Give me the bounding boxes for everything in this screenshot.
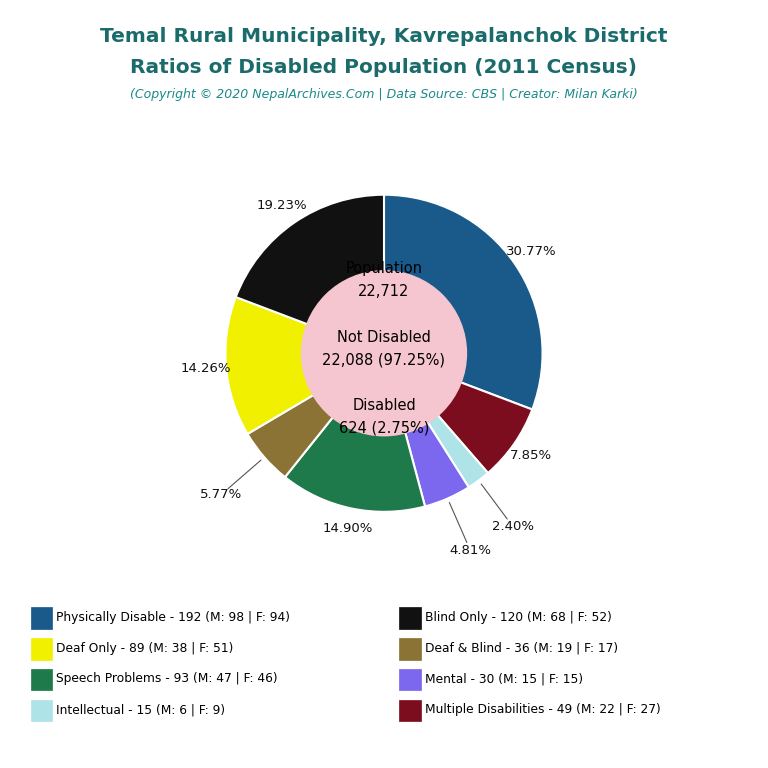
Text: Deaf Only - 89 (M: 38 | F: 51): Deaf Only - 89 (M: 38 | F: 51)	[56, 642, 233, 654]
Wedge shape	[384, 353, 488, 487]
Wedge shape	[384, 353, 468, 506]
Text: Speech Problems - 93 (M: 47 | F: 46): Speech Problems - 93 (M: 47 | F: 46)	[56, 673, 278, 685]
Wedge shape	[236, 195, 384, 353]
Wedge shape	[384, 353, 532, 473]
Text: 7.85%: 7.85%	[510, 449, 552, 462]
Text: 14.26%: 14.26%	[180, 362, 230, 375]
Text: 2.40%: 2.40%	[492, 520, 534, 533]
Text: 5.77%: 5.77%	[200, 488, 242, 502]
Text: 4.81%: 4.81%	[449, 545, 492, 558]
Text: Intellectual - 15 (M: 6 | F: 9): Intellectual - 15 (M: 6 | F: 9)	[56, 703, 225, 716]
Text: 14.90%: 14.90%	[322, 522, 372, 535]
Text: Ratios of Disabled Population (2011 Census): Ratios of Disabled Population (2011 Cens…	[131, 58, 637, 77]
Text: (Copyright © 2020 NepalArchives.Com | Data Source: CBS | Creator: Milan Karki): (Copyright © 2020 NepalArchives.Com | Da…	[130, 88, 638, 101]
Text: Blind Only - 120 (M: 68 | F: 52): Blind Only - 120 (M: 68 | F: 52)	[425, 611, 611, 624]
Text: Population
22,712

Not Disabled
22,088 (97.25%)

Disabled
624 (2.75%): Population 22,712 Not Disabled 22,088 (9…	[323, 261, 445, 435]
Text: Multiple Disabilities - 49 (M: 22 | F: 27): Multiple Disabilities - 49 (M: 22 | F: 2…	[425, 703, 660, 716]
Text: 30.77%: 30.77%	[506, 245, 557, 258]
Text: Temal Rural Municipality, Kavrepalanchok District: Temal Rural Municipality, Kavrepalanchok…	[101, 27, 667, 46]
Wedge shape	[226, 297, 384, 434]
Wedge shape	[247, 353, 384, 477]
Text: Deaf & Blind - 36 (M: 19 | F: 17): Deaf & Blind - 36 (M: 19 | F: 17)	[425, 642, 617, 654]
Text: Mental - 30 (M: 15 | F: 15): Mental - 30 (M: 15 | F: 15)	[425, 673, 583, 685]
Circle shape	[302, 271, 466, 435]
Wedge shape	[285, 353, 425, 511]
Text: 19.23%: 19.23%	[257, 200, 307, 212]
Text: Physically Disable - 192 (M: 98 | F: 94): Physically Disable - 192 (M: 98 | F: 94)	[56, 611, 290, 624]
Wedge shape	[384, 195, 542, 409]
